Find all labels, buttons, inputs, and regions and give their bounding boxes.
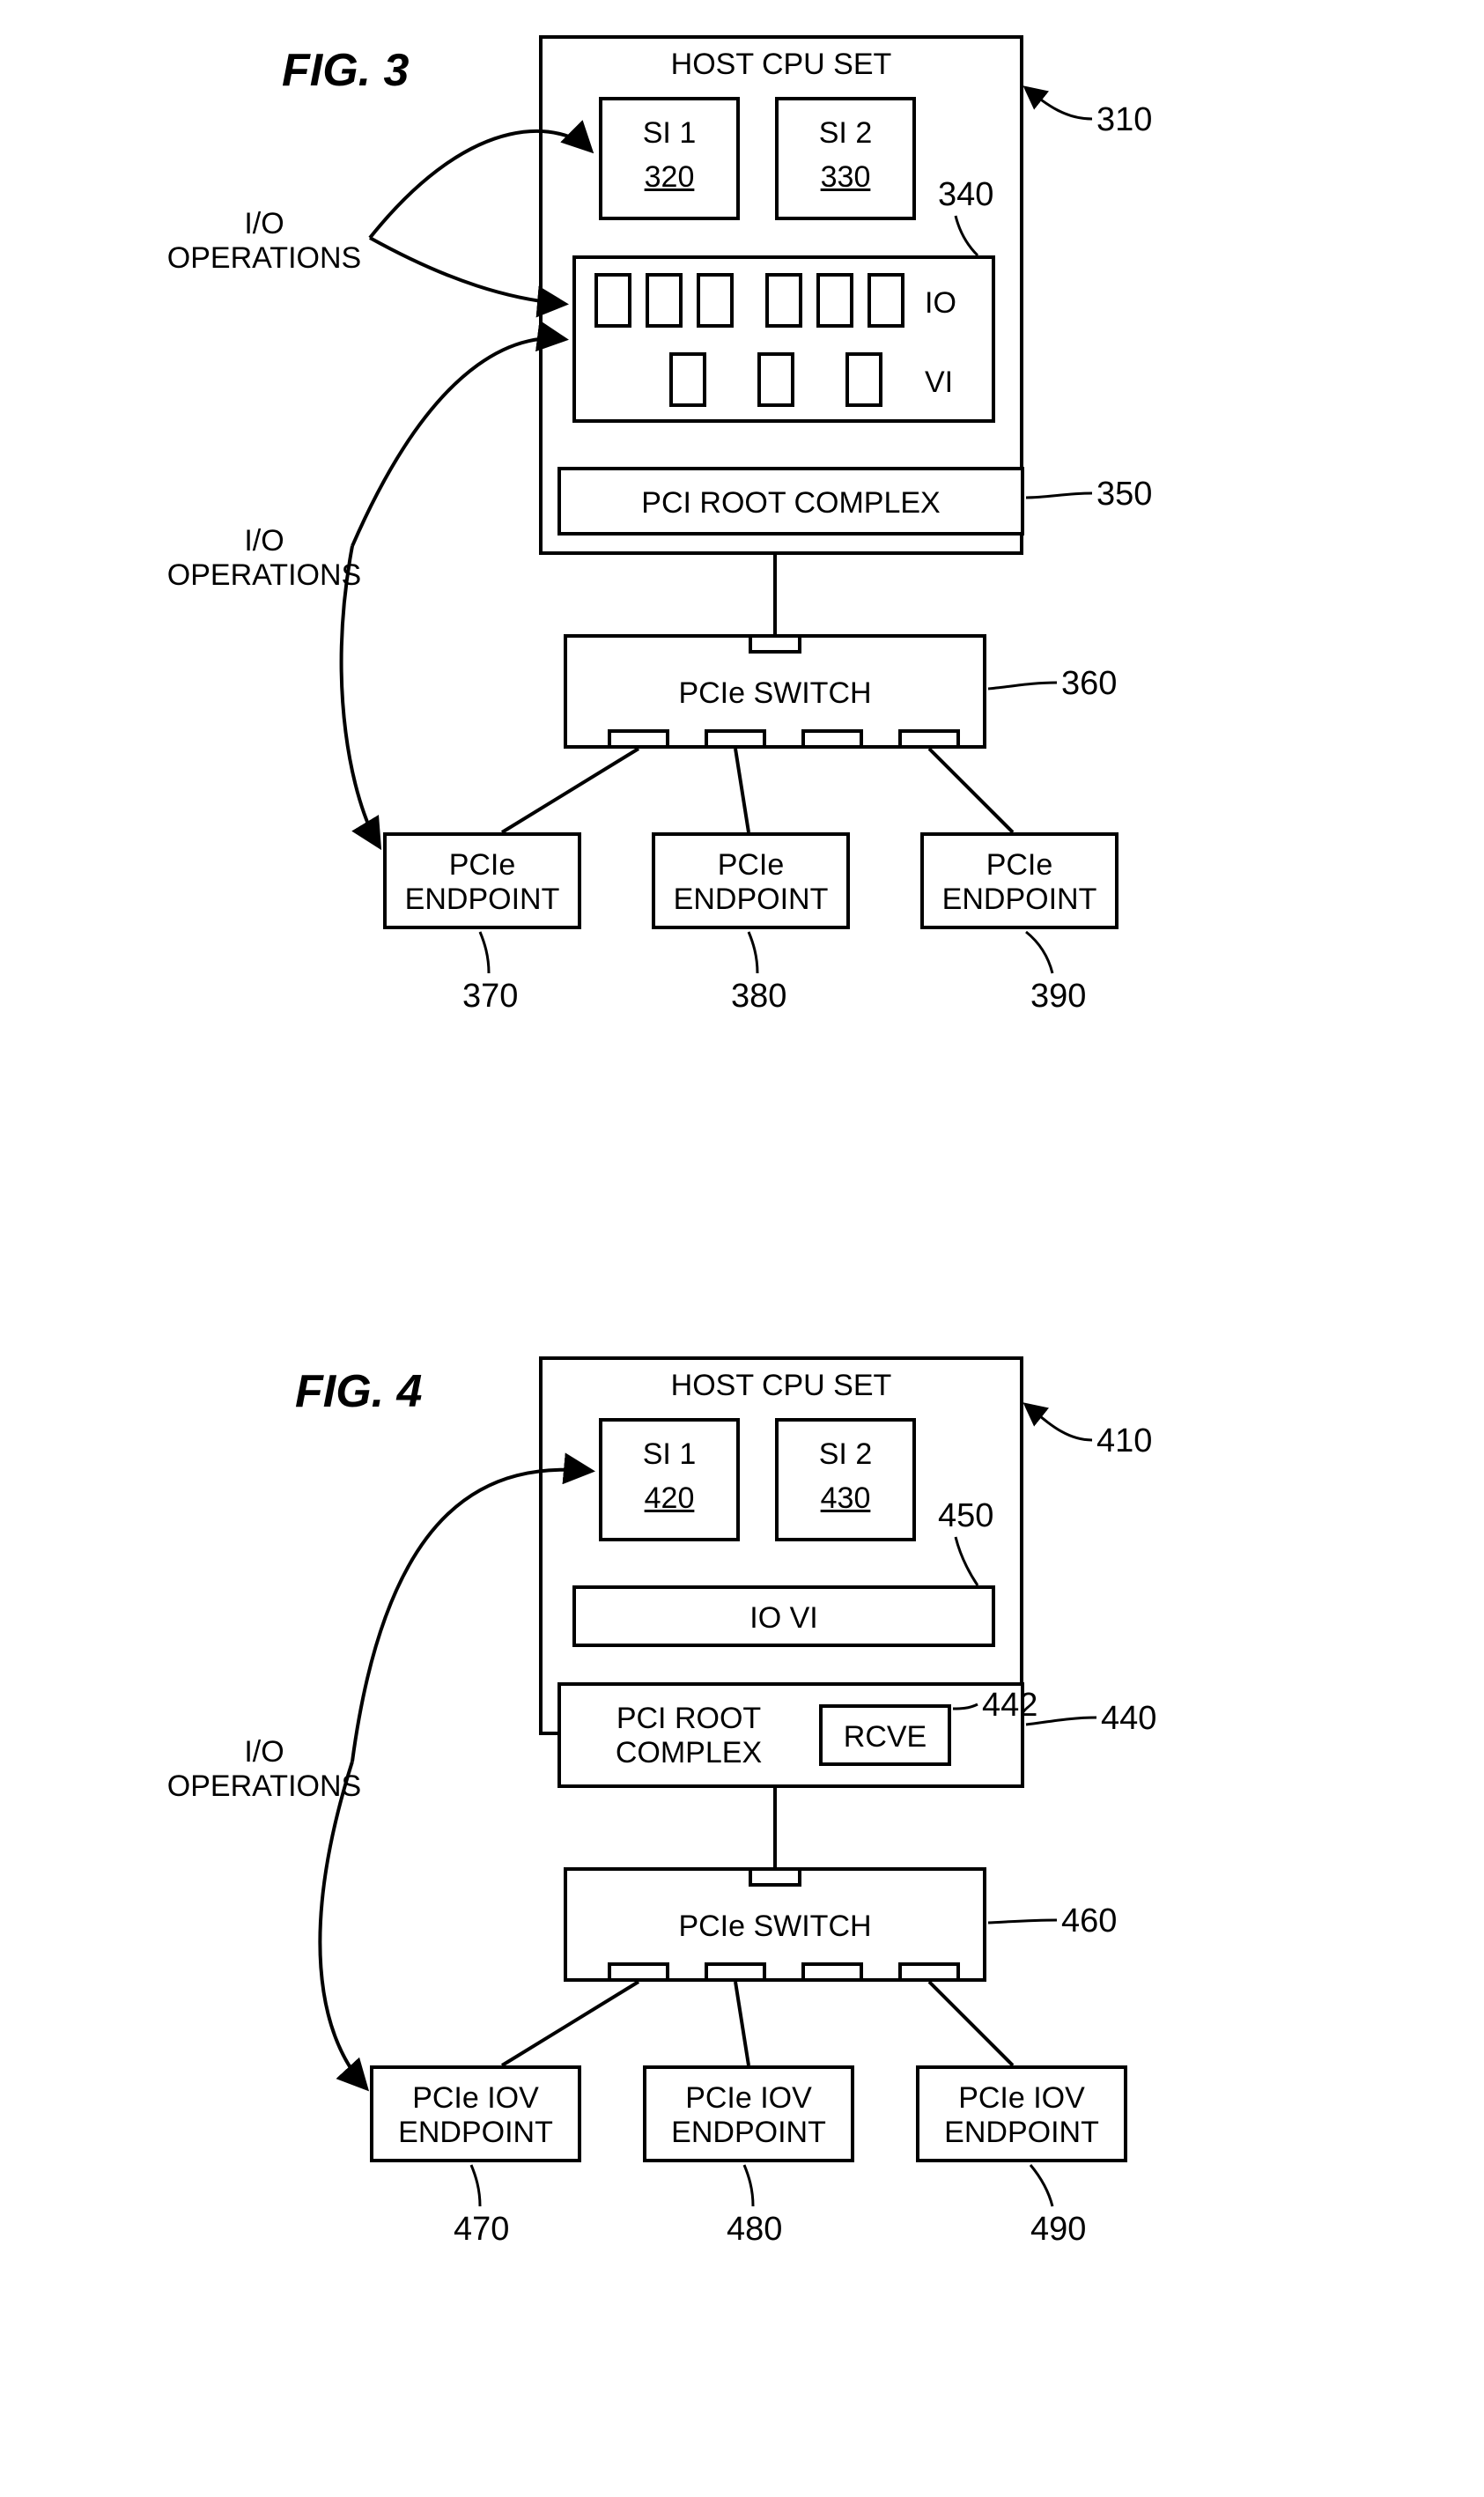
fig3-ioops-2: I/O OPERATIONS bbox=[159, 524, 370, 593]
fig3-vi-cell bbox=[757, 352, 794, 407]
fig4-ref-460: 460 bbox=[1061, 1902, 1117, 1940]
fig3-host-label: HOST CPU SET bbox=[543, 48, 1020, 82]
fig3-io-cell bbox=[697, 273, 734, 328]
fig4-ref-410: 410 bbox=[1096, 1422, 1152, 1460]
fig4-switch-port bbox=[705, 1962, 766, 1982]
fig4-si1-num: 420 bbox=[602, 1481, 736, 1516]
fig3-vi-cell bbox=[845, 352, 882, 407]
fig3-title: FIG. 3 bbox=[282, 44, 409, 97]
fig3-ref-380: 380 bbox=[731, 978, 786, 1016]
fig4-rcve: RCVE bbox=[819, 1704, 951, 1766]
fig3-endpoint-1: PCIe ENDPOINT bbox=[383, 832, 581, 929]
fig3-switch-port bbox=[898, 729, 960, 749]
fig4-switch-port bbox=[608, 1962, 669, 1982]
fig3-switch-label: PCIe SWITCH bbox=[567, 676, 983, 711]
fig3-si1: SI 1 320 bbox=[599, 97, 740, 220]
fig4-ref-440: 440 bbox=[1101, 1700, 1156, 1738]
fig3-ep3-label: PCIe ENDPOINT bbox=[924, 848, 1115, 917]
fig4-endpoint-3: PCIe IOV ENDPOINT bbox=[916, 2065, 1127, 2162]
fig3-ioops-1: I/O OPERATIONS bbox=[159, 207, 370, 276]
fig3-switch-port bbox=[749, 634, 801, 654]
fig4-iovi-label: IO VI bbox=[576, 1601, 992, 1636]
fig4-ref-442: 442 bbox=[982, 1687, 1037, 1725]
fig4-title: FIG. 4 bbox=[295, 1365, 422, 1418]
fig4-si2: SI 2 430 bbox=[775, 1418, 916, 1541]
fig4-switch-label: PCIe SWITCH bbox=[567, 1910, 983, 1944]
fig4-ep2-label: PCIe IOV ENDPOINT bbox=[646, 2081, 851, 2150]
fig3-io-cell bbox=[594, 273, 631, 328]
fig3-vi-cell bbox=[669, 352, 706, 407]
fig4-endpoint-1: PCIe IOV ENDPOINT bbox=[370, 2065, 581, 2162]
fig3-ref-310: 310 bbox=[1096, 101, 1152, 139]
fig4-host-label: HOST CPU SET bbox=[543, 1369, 1020, 1403]
fig3-root-label: PCI ROOT COMPLEX bbox=[561, 486, 1021, 521]
fig4-si1: SI 1 420 bbox=[599, 1418, 740, 1541]
fig3-io-cell bbox=[646, 273, 683, 328]
fig4-ref-450: 450 bbox=[938, 1497, 993, 1535]
fig4-si2-num: 430 bbox=[779, 1481, 912, 1516]
fig4-ioops: I/O OPERATIONS bbox=[159, 1735, 370, 1804]
fig4-si2-label: SI 2 bbox=[779, 1437, 912, 1472]
fig4-ref-490: 490 bbox=[1030, 2211, 1086, 2249]
fig3-switch-port bbox=[705, 729, 766, 749]
fig4-rcve-label: RCVE bbox=[823, 1720, 948, 1755]
fig3-si2-label: SI 2 bbox=[779, 116, 912, 151]
fig3-io-cell bbox=[816, 273, 853, 328]
fig3-endpoint-3: PCIe ENDPOINT bbox=[920, 832, 1119, 929]
fig3-io-cell bbox=[868, 273, 904, 328]
fig3-ep1-label: PCIe ENDPOINT bbox=[387, 848, 578, 917]
fig4-ref-470: 470 bbox=[454, 2211, 509, 2249]
fig3-root-complex: PCI ROOT COMPLEX bbox=[557, 467, 1024, 536]
fig3-ref-370: 370 bbox=[462, 978, 518, 1016]
fig3-io-label: IO bbox=[925, 286, 956, 321]
fig3-si2: SI 2 330 bbox=[775, 97, 916, 220]
fig4-ep3-label: PCIe IOV ENDPOINT bbox=[919, 2081, 1124, 2150]
fig3-endpoint-2: PCIe ENDPOINT bbox=[652, 832, 850, 929]
fig3-si1-num: 320 bbox=[602, 160, 736, 195]
fig3-ref-390: 390 bbox=[1030, 978, 1086, 1016]
fig3-ref-360: 360 bbox=[1061, 665, 1117, 703]
fig3-ref-350: 350 bbox=[1096, 476, 1152, 513]
fig4-switch-port bbox=[749, 1867, 801, 1887]
fig4-root-complex: PCI ROOT COMPLEX bbox=[557, 1682, 1024, 1788]
fig3-si2-num: 330 bbox=[779, 160, 912, 195]
fig4-root-label: PCI ROOT COMPLEX bbox=[579, 1702, 799, 1770]
fig3-switch-port bbox=[801, 729, 863, 749]
fig4-switch-port bbox=[898, 1962, 960, 1982]
fig3-io-cell bbox=[765, 273, 802, 328]
fig3-ep2-label: PCIe ENDPOINT bbox=[655, 848, 846, 917]
fig4-switch-port bbox=[801, 1962, 863, 1982]
fig4-iovi: IO VI bbox=[572, 1585, 995, 1647]
fig4-host-cpu: HOST CPU SET bbox=[539, 1356, 1023, 1735]
fig4-ref-480: 480 bbox=[727, 2211, 782, 2249]
fig4-si1-label: SI 1 bbox=[602, 1437, 736, 1472]
fig4-ep1-label: PCIe IOV ENDPOINT bbox=[373, 2081, 578, 2150]
fig3-switch-port bbox=[608, 729, 669, 749]
fig4-endpoint-2: PCIe IOV ENDPOINT bbox=[643, 2065, 854, 2162]
fig3-si1-label: SI 1 bbox=[602, 116, 736, 151]
fig3-ref-340: 340 bbox=[938, 176, 993, 214]
fig3-vi-label: VI bbox=[925, 366, 953, 400]
